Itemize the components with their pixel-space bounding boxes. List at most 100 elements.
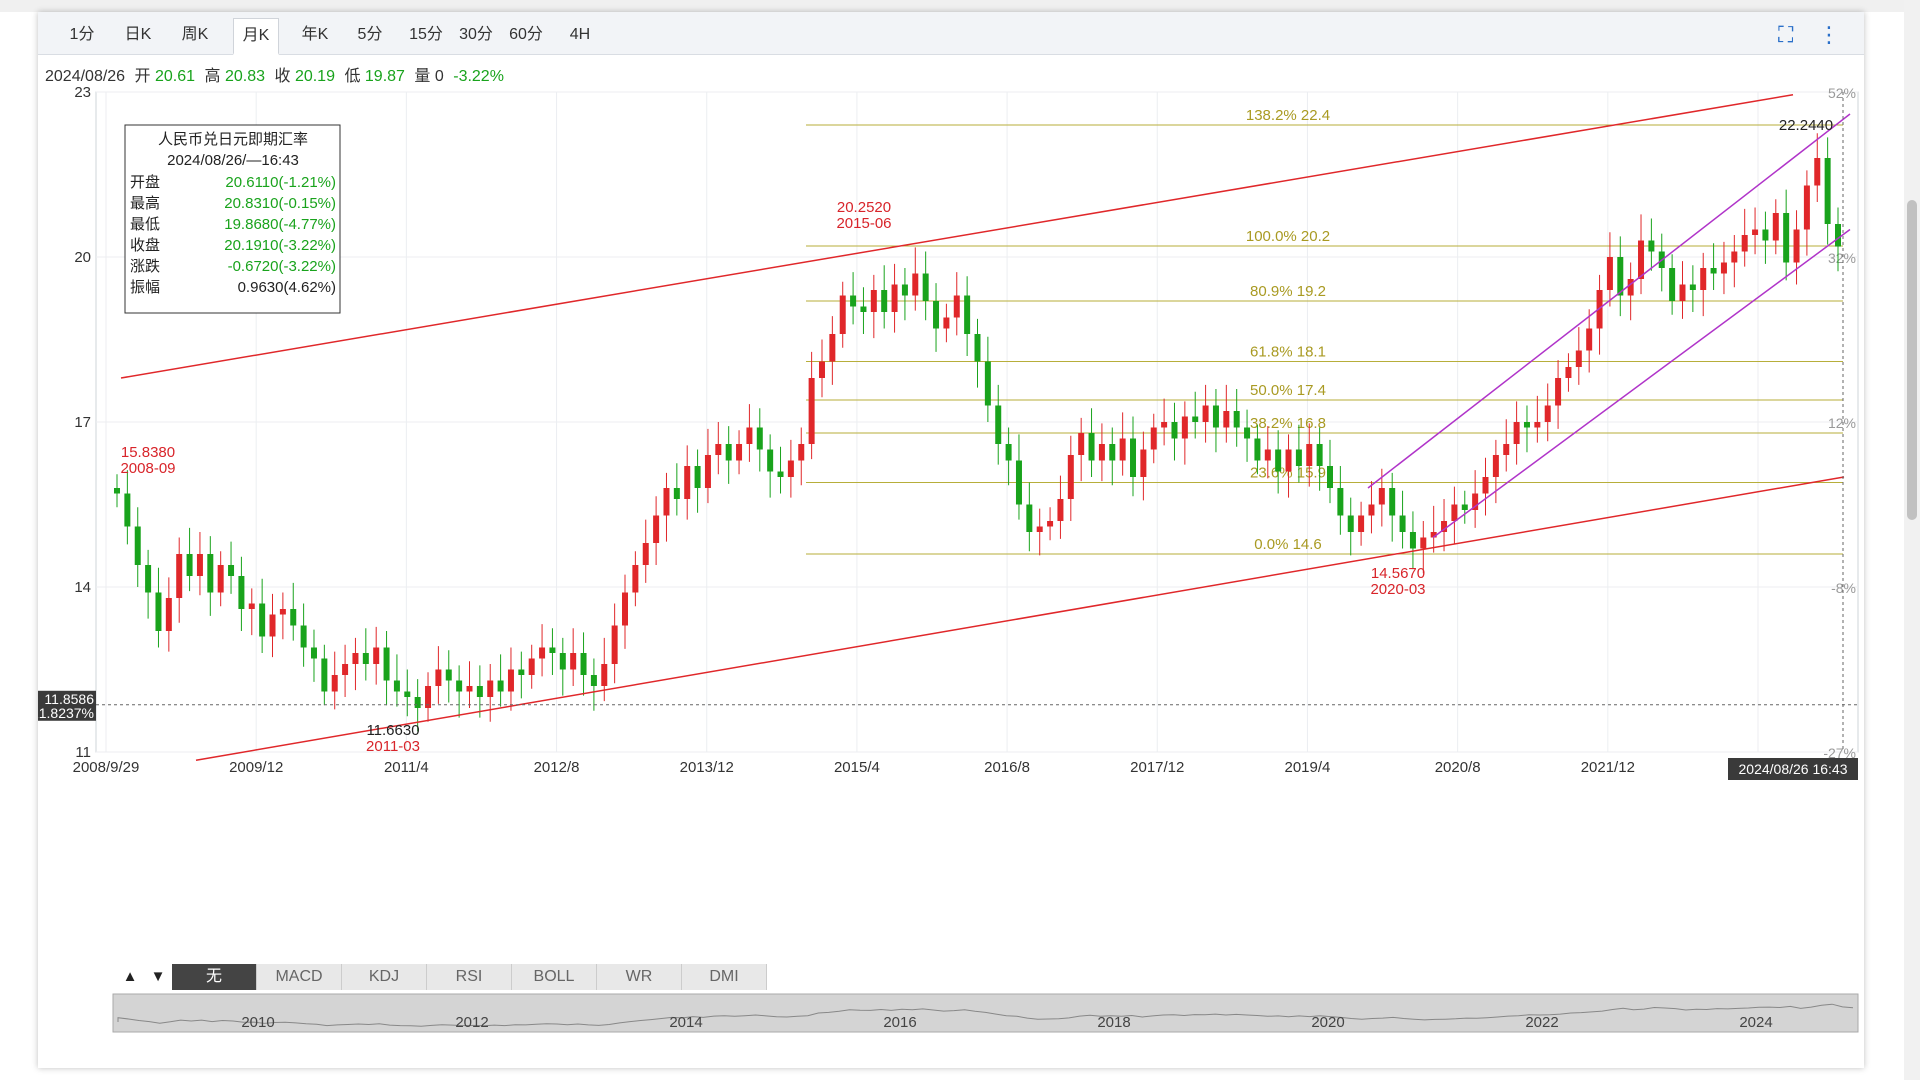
info-row-value: 19.8680(-4.77%) xyxy=(224,216,336,233)
tab-5[interactable]: 5分 xyxy=(357,26,383,43)
candle-body xyxy=(663,488,670,516)
candlestick-chart[interactable]: 2008/9/29 2009/12 2011/4 2012/8 2013/12 2015/… xyxy=(38,12,1864,1068)
candle-body xyxy=(1285,449,1292,472)
chart-panel: 1分 日K 周K 月K 年K 5分 15分 30分 60分 4H ⛶ ⋮ 2024/08/26 开… xyxy=(38,12,1864,1068)
tab-0[interactable]: 1分 xyxy=(69,26,95,43)
scrollbar-thumb[interactable] xyxy=(1907,200,1917,520)
candle-body xyxy=(611,625,618,664)
candle-body xyxy=(1337,488,1344,516)
candle-body xyxy=(1223,411,1230,428)
navigator[interactable] xyxy=(112,993,1859,1033)
candle-body xyxy=(1098,444,1105,461)
indicator-rsi[interactable]: RSI xyxy=(427,964,512,990)
candle-body xyxy=(445,669,452,681)
candle-body xyxy=(425,686,432,708)
right-tick-label: 32% xyxy=(1828,250,1856,266)
tab-2[interactable]: 周K xyxy=(181,26,209,43)
indicator-dmi[interactable]: DMI xyxy=(682,964,767,990)
x-tick-label: 2016/8 xyxy=(984,759,1030,776)
candle-body xyxy=(570,653,577,670)
indicator-无[interactable]: 无 xyxy=(172,964,257,990)
candle-body xyxy=(1026,504,1033,532)
candle-body xyxy=(1762,229,1769,241)
indicator-macd[interactable]: MACD xyxy=(257,964,342,990)
candle-body xyxy=(1399,515,1406,532)
navigator-year: 2012 xyxy=(455,1014,488,1031)
navigator-line xyxy=(117,1003,1854,1027)
right-tick-label: 12% xyxy=(1828,415,1856,431)
candle-body xyxy=(850,295,857,307)
info-title: 人民币兑日元即期汇率 xyxy=(158,131,308,148)
annotation-price: 11.6630 xyxy=(366,722,419,739)
tab-7[interactable]: 30分 xyxy=(459,26,493,43)
tab-3[interactable]: 月K xyxy=(233,18,279,55)
candle-body xyxy=(984,361,991,406)
indicator-boll[interactable]: BOLL xyxy=(512,964,597,990)
page-scrollbar[interactable] xyxy=(1904,0,1920,1080)
tab-1[interactable]: 日K xyxy=(124,26,152,43)
info-time: 2024/08/26/—16:43 xyxy=(167,152,299,169)
tab-4[interactable]: 年K xyxy=(301,26,329,43)
candle-body xyxy=(1150,427,1157,450)
info-row-value: 20.8310(-0.15%) xyxy=(224,195,336,212)
candle-body xyxy=(1233,411,1240,428)
candle-body xyxy=(725,444,732,461)
candle-body xyxy=(373,647,380,664)
candle-body xyxy=(404,691,411,697)
fullscreen-icon[interactable]: ⛶ xyxy=(1778,22,1794,47)
ohlc-close-label: 收 xyxy=(274,68,291,85)
candle-body xyxy=(248,603,255,609)
candle-body xyxy=(1192,416,1199,422)
candle-body xyxy=(653,515,660,543)
fib-label: 80.9% 19.2 xyxy=(1250,283,1326,300)
candle-body xyxy=(414,697,421,708)
more-menu-icon[interactable]: ⋮ xyxy=(1818,22,1840,47)
candle-body xyxy=(1638,240,1645,279)
candle-body xyxy=(456,680,463,692)
candle-body xyxy=(943,317,950,329)
tab-9[interactable]: 4H xyxy=(569,26,591,43)
ohlc-line: 2024/08/26 开 20.61 高 20.83 收 20.19 低 19.… xyxy=(45,62,504,86)
candle-body xyxy=(746,427,753,444)
y-tick-label: 11 xyxy=(75,744,91,761)
navigator-year: 2014 xyxy=(669,1014,702,1031)
candle-body xyxy=(269,614,276,637)
candle-body xyxy=(1358,515,1365,532)
candle-body xyxy=(580,653,587,675)
candle-body xyxy=(300,625,307,648)
candle-body xyxy=(238,576,245,609)
tab-8[interactable]: 60分 xyxy=(509,26,543,43)
candle-body xyxy=(673,488,680,499)
indicator-wr[interactable]: WR xyxy=(597,964,682,990)
candle-body xyxy=(176,554,183,598)
period-tabs: 1分 日K 周K 月K 年K 5分 15分 30分 60分 4H xyxy=(38,12,1864,55)
candle-body xyxy=(259,603,266,637)
candle-body xyxy=(684,466,691,499)
candle-body xyxy=(632,565,639,593)
info-row-value: -0.6720(-3.22%) xyxy=(228,258,336,275)
indicator-kdj[interactable]: KDJ xyxy=(342,964,427,990)
fib-label: 61.8% 18.1 xyxy=(1250,344,1326,361)
navigator-year: 2016 xyxy=(883,1014,916,1031)
candle-body xyxy=(497,680,504,692)
navigator-year: 2010 xyxy=(241,1014,274,1031)
candle-body xyxy=(1326,466,1333,488)
scroll-down-icon[interactable]: ▼ xyxy=(150,968,166,985)
crosshair-time-box xyxy=(1728,758,1858,780)
annotation-price: 14.5670 xyxy=(1371,565,1425,582)
x-tick-label: 2009/12 xyxy=(229,759,283,776)
fib-label: 38.2% 16.8 xyxy=(1250,415,1326,432)
scroll-up-icon[interactable]: ▲ xyxy=(122,968,138,985)
x-tick-label: 2012/8 xyxy=(534,759,580,776)
tab-6[interactable]: 15分 xyxy=(409,26,443,43)
candle-body xyxy=(217,565,224,593)
candle-body xyxy=(1264,449,1271,461)
candle-body xyxy=(1679,284,1686,301)
crosshair-pct: -21.8237% xyxy=(38,705,94,721)
candle-body xyxy=(539,647,546,659)
candle-body xyxy=(1503,444,1510,455)
candle-body xyxy=(476,686,483,697)
candle-body xyxy=(1441,521,1448,532)
candle-body xyxy=(1306,444,1313,466)
ohlc-low-label: 低 xyxy=(344,68,361,85)
